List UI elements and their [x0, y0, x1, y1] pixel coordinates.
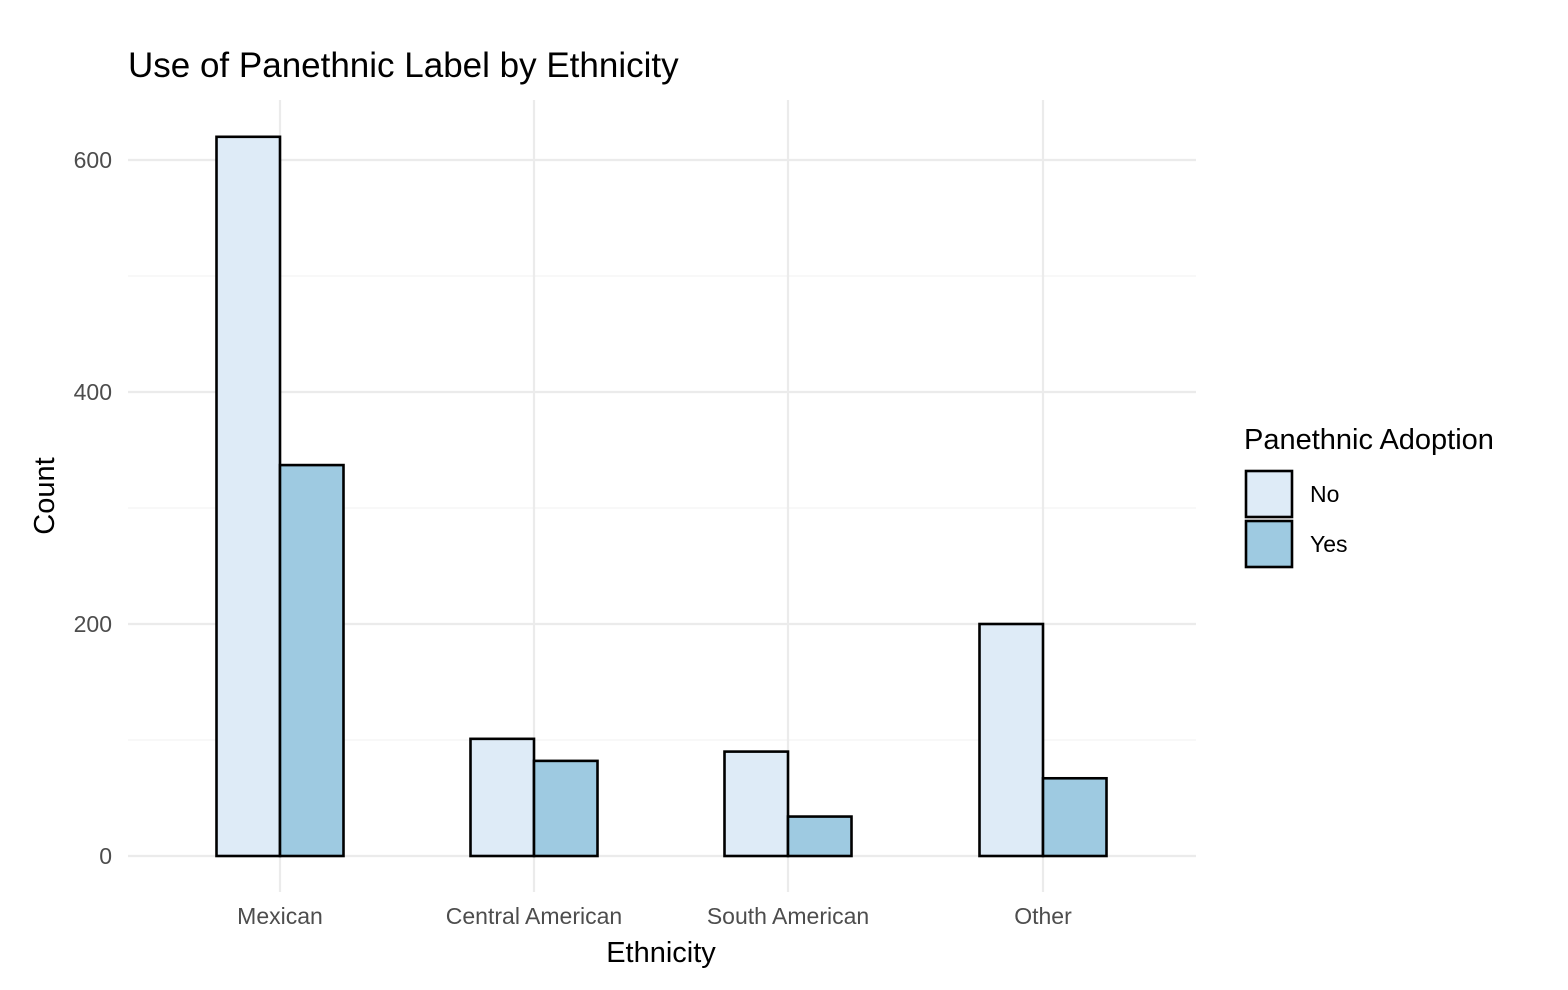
x-tick-label: Central American	[446, 903, 622, 929]
chart-title: Use of Panethnic Label by Ethnicity	[128, 46, 679, 85]
bar-no-central-american	[469, 737, 536, 858]
bar-yes-other	[1041, 776, 1108, 858]
x-tick-label: South American	[707, 903, 869, 929]
bar-yes-mexican	[278, 463, 345, 858]
x-axis-ticks: Mexican Central American South American Oth…	[237, 903, 1072, 929]
legend-key-yes	[1244, 519, 1294, 569]
x-tick-label: Mexican	[237, 903, 323, 929]
y-tick-label: 0	[99, 843, 112, 869]
bar-no-mexican	[215, 135, 282, 858]
x-tick-label: Other	[1014, 903, 1072, 929]
legend-key-no	[1244, 469, 1294, 519]
legend-label-yes: Yes	[1310, 531, 1348, 557]
y-axis-title: Count	[29, 457, 61, 534]
y-tick-label: 600	[74, 147, 112, 173]
bar-yes-south-american	[786, 815, 853, 858]
legend-items: No Yes	[1244, 469, 1348, 569]
bar-no-other	[978, 622, 1045, 858]
legend-label-no: No	[1310, 481, 1339, 507]
bars	[215, 135, 1108, 858]
bar-no-south-american	[723, 750, 790, 858]
bar-yes-central-american	[532, 759, 599, 858]
y-axis-ticks: 0 200 400 600	[74, 147, 112, 869]
legend-title: Panethnic Adoption	[1244, 424, 1494, 456]
y-tick-label: 200	[74, 611, 112, 637]
legend: Panethnic Adoption No Yes	[1244, 424, 1494, 569]
y-tick-label: 400	[74, 379, 112, 405]
x-axis-title: Ethnicity	[606, 937, 716, 969]
